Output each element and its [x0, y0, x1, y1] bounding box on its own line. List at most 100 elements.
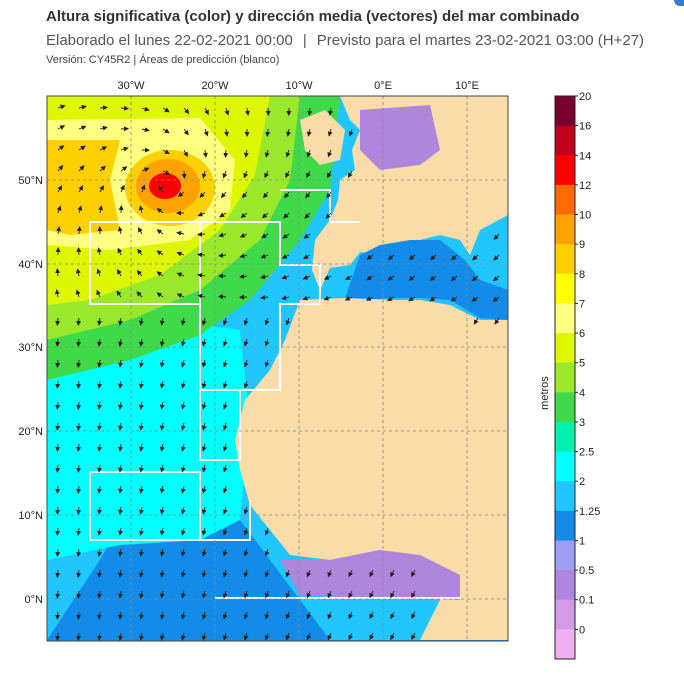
direction-arrow	[97, 632, 103, 641]
lat-label: 40°N	[18, 259, 43, 271]
direction-arrow	[118, 317, 123, 326]
direction-arrow	[55, 338, 61, 347]
direction-arrow	[138, 205, 144, 214]
direction-arrow	[197, 293, 206, 299]
direction-arrow	[55, 443, 61, 452]
direction-arrow	[159, 632, 165, 641]
direction-arrow	[218, 294, 227, 300]
direction-arrow	[492, 275, 500, 282]
direction-arrow	[75, 289, 81, 298]
direction-arrow	[118, 380, 123, 389]
lon-label: 30°W	[117, 80, 145, 92]
direction-arrow	[98, 205, 104, 214]
direction-arrow	[137, 248, 143, 256]
direction-arrow	[99, 105, 108, 111]
direction-arrow	[97, 380, 103, 389]
direction-arrow	[183, 107, 190, 114]
direction-arrow	[156, 250, 164, 256]
direction-arrow	[162, 149, 170, 155]
direction-arrow	[78, 104, 87, 110]
direction-arrow	[201, 422, 207, 431]
lon-label: 10°W	[285, 80, 313, 92]
colorbar-level-label: 4	[579, 387, 585, 399]
direction-arrow	[159, 611, 165, 620]
direction-arrow	[55, 569, 61, 578]
direction-arrow	[55, 506, 61, 515]
direction-arrow	[99, 146, 108, 151]
colorbar-swatch	[555, 392, 575, 423]
direction-arrow	[201, 464, 207, 473]
direction-arrow	[138, 527, 144, 536]
direction-arrow	[159, 422, 165, 431]
direction-arrow	[222, 485, 228, 494]
direction-arrow	[218, 252, 227, 258]
lat-label: 30°N	[18, 342, 43, 354]
direction-arrow	[140, 184, 146, 193]
colorbar-swatch	[555, 333, 575, 364]
direction-arrow	[239, 233, 248, 238]
direction-arrow	[219, 212, 227, 218]
colorbar-unit: metros	[539, 376, 551, 410]
direction-arrow	[239, 273, 248, 279]
direction-arrow	[76, 443, 82, 452]
africa-land	[235, 298, 508, 640]
direction-arrow	[201, 338, 207, 347]
direction-arrow	[55, 590, 61, 599]
direction-arrow	[97, 611, 103, 620]
direction-arrow	[197, 211, 206, 217]
lat-label: 20°N	[18, 426, 43, 438]
direction-arrow	[282, 233, 290, 239]
direction-arrow	[348, 128, 354, 137]
direction-arrow	[76, 422, 82, 431]
colorbar-swatch	[555, 273, 575, 304]
colorbar-level-label: 9	[579, 239, 585, 251]
direction-arrow	[201, 611, 207, 620]
colorbar-level-label: 12	[579, 180, 591, 192]
direction-arrow	[76, 527, 82, 536]
direction-arrow	[327, 569, 333, 578]
direction-arrow	[243, 506, 249, 515]
direction-arrow	[197, 252, 206, 258]
direction-arrow	[245, 107, 250, 116]
sea-12m-core	[149, 173, 181, 199]
direction-arrow	[118, 611, 123, 620]
direction-arrow	[138, 338, 144, 347]
direction-arrow	[390, 632, 395, 641]
direction-arrow	[97, 443, 103, 452]
direction-arrow	[243, 590, 249, 599]
direction-arrow	[180, 464, 186, 473]
direction-arrow	[222, 569, 228, 578]
direction-arrow	[120, 184, 125, 193]
direction-arrow	[411, 590, 416, 599]
direction-arrow	[78, 125, 87, 131]
direction-arrow	[327, 590, 333, 599]
direction-arrow	[199, 191, 206, 198]
direction-arrow	[138, 548, 144, 557]
direction-arrow	[369, 611, 374, 620]
colorbar-swatch	[555, 244, 575, 275]
direction-arrow	[222, 380, 228, 389]
direction-arrow	[306, 170, 311, 179]
colorbar-level-label: 10	[579, 210, 591, 222]
direction-arrow	[390, 611, 395, 620]
lon-label: 10°E	[455, 80, 479, 92]
direction-arrow	[97, 590, 103, 599]
direction-arrow	[120, 105, 129, 111]
elaborated-date: Elaborado el lunes 22-02-2021 00:00	[46, 32, 293, 49]
direction-arrow	[201, 359, 207, 368]
direction-arrow	[76, 611, 82, 620]
direction-arrow	[411, 569, 416, 578]
direction-arrow	[118, 359, 123, 368]
direction-arrow	[265, 128, 271, 137]
direction-arrow	[55, 485, 61, 494]
direction-arrow	[97, 527, 103, 536]
version-note: Versión: CY45R2 | Áreas de predicción (b…	[46, 54, 280, 66]
direction-arrow	[76, 401, 82, 410]
map-subtitle: Elaborado el lunes 22-02-2021 00:00 | Prev…	[46, 32, 644, 49]
direction-arrow	[306, 149, 312, 158]
direction-arrow	[159, 338, 165, 347]
direction-arrow	[57, 104, 66, 110]
direction-arrow	[180, 527, 186, 536]
direction-arrow	[306, 128, 312, 137]
direction-arrow	[75, 268, 81, 277]
